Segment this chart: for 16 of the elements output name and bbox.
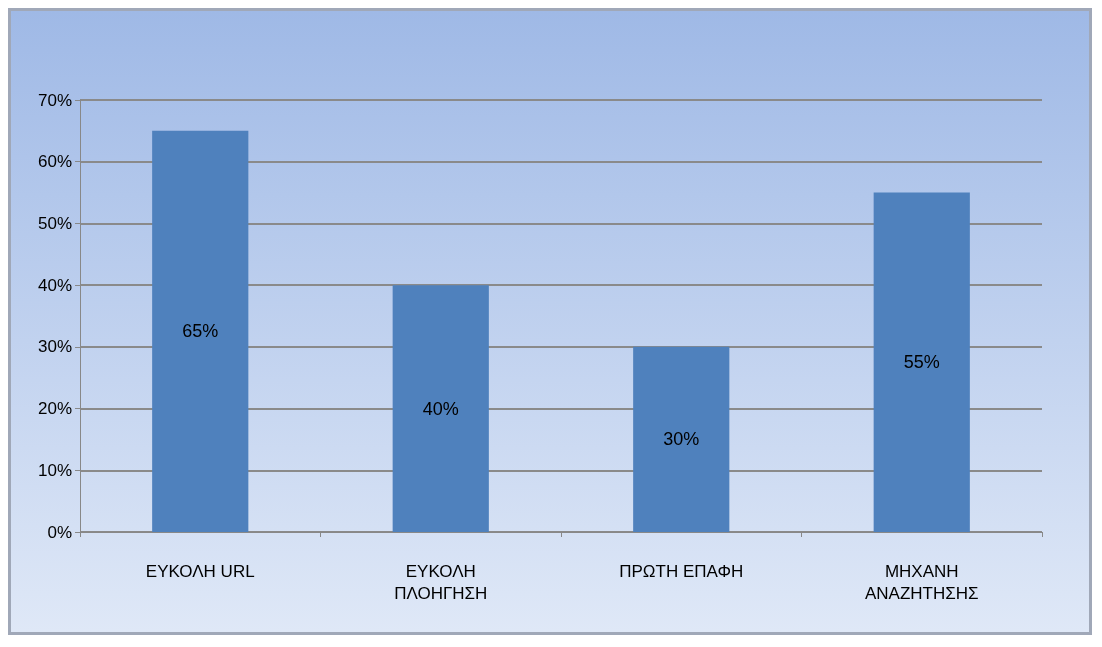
y-tick-label: 20% xyxy=(37,399,72,419)
data-label: 30% xyxy=(663,429,700,450)
y-tick-label: 30% xyxy=(37,337,72,357)
y-tick-label: 50% xyxy=(37,213,72,233)
data-label: 55% xyxy=(903,352,940,373)
y-tick-label: 40% xyxy=(37,275,72,295)
x-tick-label: ΕΥΚΟΛΗ ΠΛΟΗΓΗΣΗ xyxy=(394,561,488,603)
x-tick-label: ΜΗΧΑΝΗ ΑΝΑΖΗΤΗΣΗΣ xyxy=(864,561,979,603)
y-tick-label: 60% xyxy=(37,152,72,172)
data-label: 40% xyxy=(422,398,459,419)
y-tick-label: 70% xyxy=(37,90,72,110)
x-tick-label: ΠΡΩΤΗ ΕΠΑΦΗ xyxy=(619,561,744,581)
y-tick-label: 10% xyxy=(37,460,72,480)
y-tick-label: 0% xyxy=(47,522,72,542)
data-label: 65% xyxy=(182,321,219,342)
x-tick-label: ΕΥΚΟΛΗ URL xyxy=(145,561,255,581)
